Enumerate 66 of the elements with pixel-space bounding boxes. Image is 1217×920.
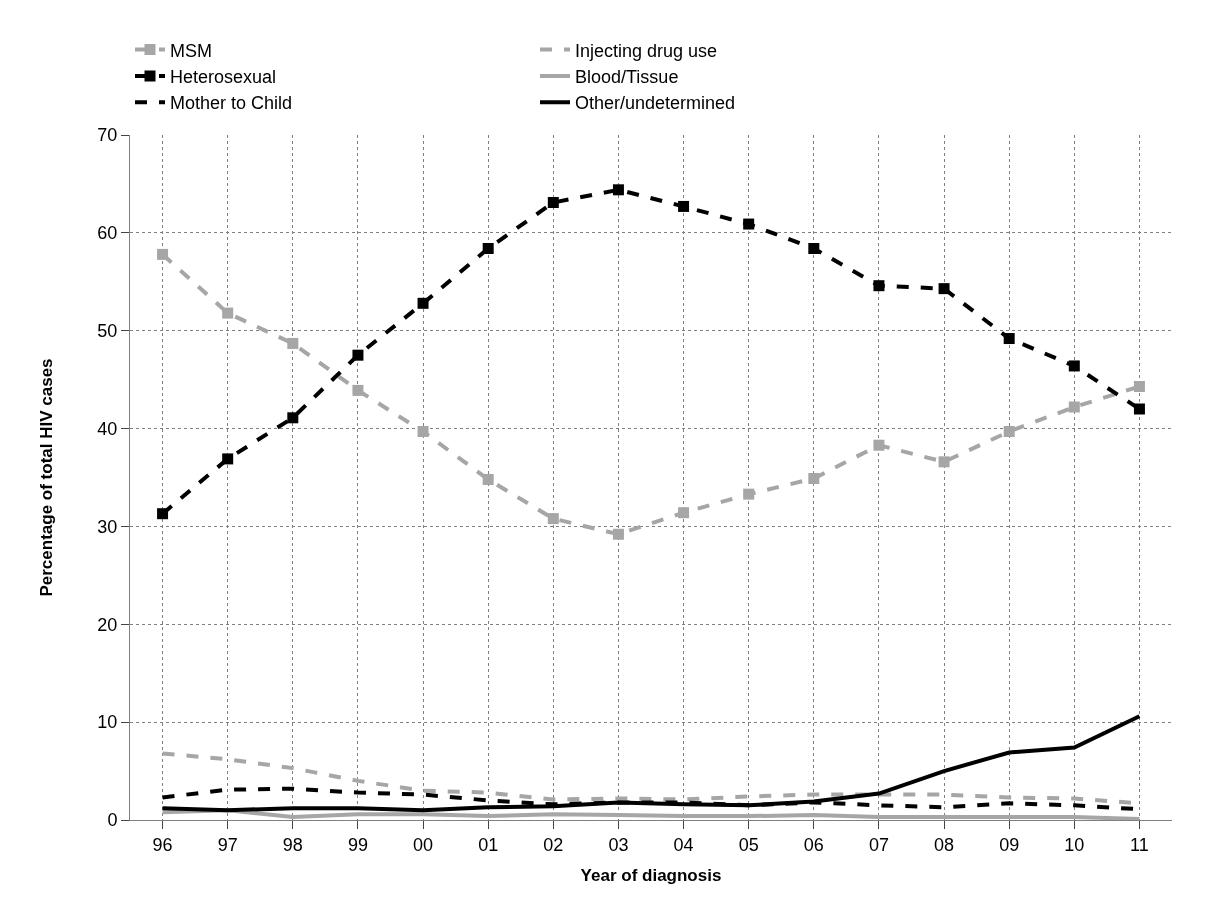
x-tick-label: 06	[803, 834, 824, 855]
point	[808, 472, 820, 484]
point	[1003, 426, 1015, 438]
legend-label: Mother to Child	[170, 93, 293, 114]
legend-label: MSM	[170, 40, 212, 61]
x-tick-label: 08	[934, 834, 955, 855]
point	[417, 426, 429, 438]
y-tick-label: 0	[107, 810, 118, 831]
point	[287, 337, 299, 349]
point	[873, 280, 885, 292]
point	[678, 507, 690, 519]
point	[1133, 403, 1145, 415]
x-tick-label: 04	[673, 834, 694, 855]
point	[287, 412, 299, 424]
point	[222, 307, 234, 319]
point	[938, 456, 950, 468]
point	[157, 248, 169, 260]
point	[222, 453, 234, 465]
point	[873, 439, 885, 451]
x-axis-title: Year of diagnosis	[580, 866, 722, 885]
x-tick-label: 00	[413, 834, 434, 855]
y-tick-label: 20	[97, 614, 118, 635]
x-tick-label: 09	[999, 834, 1020, 855]
point	[417, 297, 429, 309]
point	[612, 528, 624, 540]
point	[678, 200, 690, 212]
x-tick-label: 07	[868, 834, 889, 855]
legend-label: Injecting drug use	[575, 40, 718, 61]
point	[352, 384, 364, 396]
point	[1003, 333, 1015, 345]
x-tick-label: 05	[738, 834, 759, 855]
x-tick-label: 11	[1130, 834, 1149, 855]
point	[547, 197, 559, 209]
x-tick-label: 01	[478, 834, 499, 855]
line-series	[160, 714, 1142, 813]
x-tick-label: 10	[1064, 834, 1085, 855]
line-series	[160, 808, 1142, 820]
point	[743, 218, 755, 230]
point	[157, 508, 169, 520]
x-tick-label: 96	[152, 834, 173, 855]
x-tick-label: 02	[543, 834, 564, 855]
y-tick-label: 10	[97, 712, 118, 733]
y-tick-label: 50	[97, 321, 118, 342]
point	[482, 243, 494, 255]
x-tick-label: 97	[217, 834, 238, 855]
point	[482, 473, 494, 485]
point	[352, 349, 364, 361]
x-tick-label: 99	[347, 834, 368, 855]
legend-label: Heterosexual	[170, 66, 277, 87]
legend-label: Blood/Tissue	[575, 66, 679, 87]
y-tick-label: 40	[97, 418, 118, 439]
y-tick-label: 30	[97, 516, 118, 537]
point	[547, 513, 559, 525]
point	[938, 283, 950, 295]
y-axis-title: Percentage of total HIV cases	[36, 358, 56, 597]
x-tick-label: 98	[282, 834, 303, 855]
point	[1068, 360, 1080, 372]
y-tick-label: 60	[97, 223, 118, 244]
legend-label: Other/undetermined	[575, 93, 736, 114]
y-tick-label: 70	[97, 125, 118, 146]
x-tick-label: 03	[608, 834, 629, 855]
point	[1133, 380, 1145, 392]
point	[808, 243, 820, 255]
point	[1068, 401, 1080, 413]
point	[612, 184, 624, 196]
point	[743, 488, 755, 500]
